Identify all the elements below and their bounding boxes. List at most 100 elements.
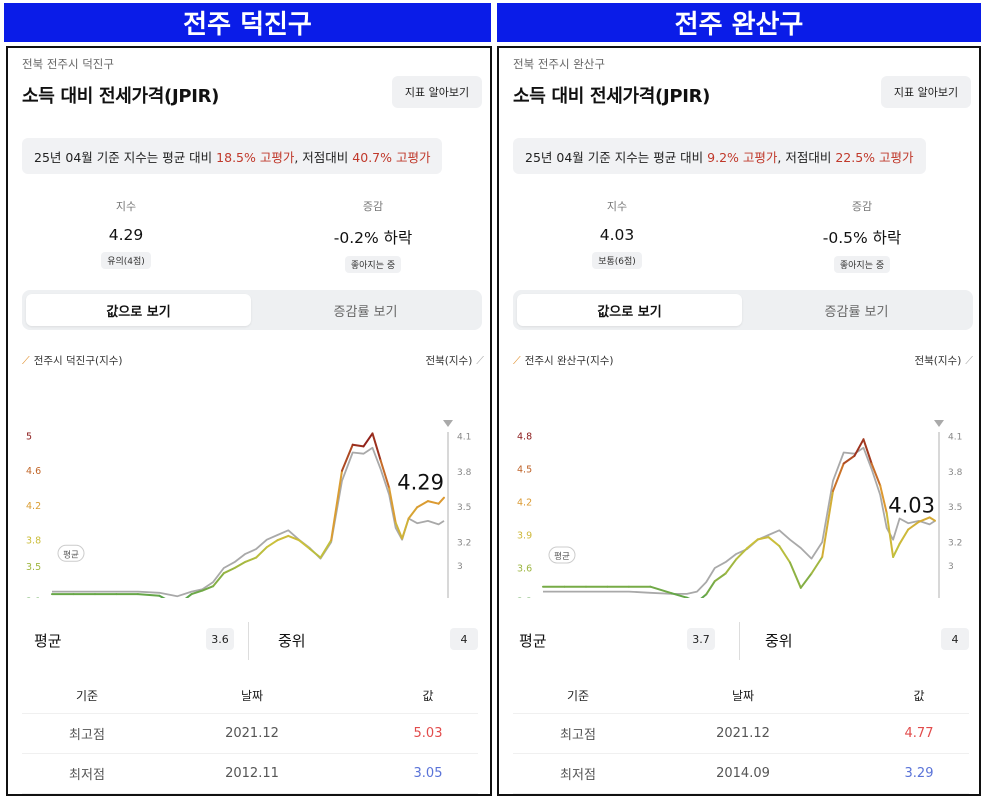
col-header-basis: 기준	[75, 689, 99, 703]
tab-value-view[interactable]: 값으로 보기	[517, 294, 742, 326]
series-line-segment	[308, 547, 322, 559]
jpir-panel-wansan: 전북 전주시 완산구 소득 대비 전세가격(JPIR) 지표 알아보기 25년 …	[497, 46, 981, 796]
trend-line-icon: ⟋	[513, 353, 521, 367]
y-tick-label-left: 3.9	[517, 531, 532, 542]
trend-line-icon: ⟋	[22, 353, 30, 367]
y-tick-label-right: 4.1	[948, 433, 962, 443]
row-date: 2014.09	[716, 766, 770, 781]
y-tick-label-right: 3.2	[948, 539, 962, 549]
view-toggle: 값으로 보기 증감률 보기	[513, 290, 973, 330]
median-value: 4	[941, 628, 969, 650]
y-tick-label-left: 4.2	[517, 498, 532, 509]
legend-primary-label: 전주시 덕진구(지수)	[33, 355, 123, 367]
avg-value: 3.6	[206, 628, 234, 650]
page-title: 소득 대비 전세가격(JPIR)	[513, 86, 711, 107]
series-line-segment	[810, 556, 824, 575]
series-line-segment	[407, 506, 419, 520]
y-tick-label-right: 2.7	[948, 598, 962, 599]
series-line-segment	[222, 567, 236, 575]
table-row: 최저점 2012.11 3.05	[22, 754, 478, 794]
y-tick-label-left: 4.2	[26, 501, 41, 512]
indicator-info-button[interactable]: 지표 알아보기	[881, 76, 971, 108]
series-line-segment	[244, 556, 258, 563]
legend-series-primary[interactable]: ⟋ 전주시 완산구(지수)	[513, 353, 614, 368]
series-line-segment	[917, 516, 931, 523]
series-line-segment	[862, 438, 873, 465]
series-line-segment	[898, 528, 910, 545]
y-tick-label-right: 3.5	[457, 503, 471, 513]
series-line-segment	[853, 438, 865, 457]
col-header-date: 날짜	[731, 689, 755, 703]
summary-box: 25년 04월 기준 지수는 평균 대비 18.5% 고평가, 저점대비 40.…	[22, 138, 443, 174]
change-label: 증감	[851, 200, 873, 213]
change-stat: 증감 -0.2% 하락 좋아지는 중	[273, 198, 473, 273]
col-header-value: 값	[913, 689, 925, 703]
summary-avg-pct: 18.5% 고평가	[216, 149, 295, 165]
series-line-segment	[892, 542, 901, 558]
current-value-annotation: 4.29	[397, 471, 444, 495]
index-stat: 지수 4.29 유의(4점)	[26, 198, 226, 269]
tab-rate-view[interactable]: 증감률 보기	[824, 304, 889, 320]
panel-header-right: 전주 완산구	[497, 3, 981, 42]
legend-series-primary[interactable]: ⟋ 전주시 덕진구(지수)	[22, 353, 123, 368]
tab-value-view[interactable]: 값으로 보기	[26, 294, 251, 326]
jpir-line-chart[interactable]: 3.3 3.6 3.9 4.2 4.5 4.8 2.7 3 3.2 3.5 3.8 4.1 평균 4.03…	[499, 368, 981, 598]
row-label: 최저점	[560, 768, 596, 783]
jpir-line-chart[interactable]: 3.13.53.84.24.652.733.23.53.84.1평균4.2920…	[8, 368, 492, 598]
series-line-region	[52, 446, 445, 598]
y-tick-label-left: 4.6	[26, 466, 41, 477]
average-tag	[548, 546, 576, 564]
row-value: 5.03	[413, 726, 443, 741]
series-line-segment	[184, 593, 193, 598]
legend-series-secondary[interactable]: 전북(지수) ⟋	[914, 353, 973, 368]
index-badge: 보통(6점)	[592, 252, 642, 269]
jpir-panel-deokjin: 전북 전주시 덕진구 소득 대비 전세가격(JPIR) 지표 알아보기 25년 …	[6, 46, 492, 796]
series-line-segment	[298, 539, 311, 550]
y-tick-label-right: 2.7	[457, 598, 471, 599]
index-value: 4.29	[108, 226, 144, 244]
summary-box: 25년 04월 기준 지수는 평균 대비 9.2% 고평가, 저점대비 22.5…	[513, 138, 926, 174]
series-line-segment	[416, 500, 429, 509]
view-toggle: 값으로 보기 증감률 보기	[22, 290, 482, 330]
indicator-info-button[interactable]: 지표 알아보기	[392, 76, 482, 108]
average-tag	[57, 544, 85, 562]
legend-primary-label: 전주시 완산구(지수)	[524, 355, 614, 367]
series-line-segment	[700, 593, 708, 598]
y-tick-label-left: 3.6	[517, 564, 532, 575]
summary-mid: , 저점대비	[777, 149, 832, 165]
summary-mid: , 저점대비	[294, 149, 349, 165]
change-badge: 좋아지는 중	[344, 256, 402, 273]
series-line-segment	[341, 443, 354, 472]
series-line-segment	[437, 496, 445, 505]
y-tick-label-right: 4.1	[457, 433, 471, 443]
avg-label: 평균	[519, 632, 547, 650]
series-line-segment	[330, 469, 343, 542]
y-tick-label-left: 3.1	[26, 597, 41, 599]
right-axis-marker	[934, 420, 944, 427]
col-header-value: 값	[422, 689, 434, 703]
legend-secondary-label: 전북(지수)	[914, 355, 962, 367]
summary-low-pct: 22.5% 고평가	[835, 149, 914, 165]
legend-series-secondary[interactable]: 전북(지수) ⟋	[425, 353, 484, 368]
trend-line-icon: ⟋	[965, 353, 973, 367]
series-line-segment	[799, 572, 813, 589]
series-line-segment	[401, 517, 410, 540]
row-date: 2012.11	[225, 766, 279, 781]
change-label: 증감	[362, 200, 384, 213]
series-line-segment	[379, 459, 391, 490]
average-tag-label: 평균	[554, 551, 570, 562]
median-label: 중위	[278, 632, 306, 650]
series-line-segment	[265, 539, 279, 549]
row-value: 3.05	[413, 766, 443, 781]
table-header: 기준 날짜 값	[22, 678, 478, 714]
avg-median-row: 평균 3.7 중위 4	[513, 622, 969, 660]
avg-median-row: 평균 3.6 중위 4	[22, 622, 478, 660]
breadcrumb: 전북 전주시 덕진구	[22, 57, 114, 71]
change-badge: 좋아지는 중	[833, 256, 891, 273]
tab-rate-view[interactable]: 증감률 보기	[333, 304, 398, 320]
series-line-segment	[832, 462, 845, 492]
series-line-segment	[371, 432, 382, 462]
series-line-segment	[746, 538, 759, 550]
series-line-segment	[928, 516, 936, 522]
row-value: 3.29	[904, 766, 934, 781]
